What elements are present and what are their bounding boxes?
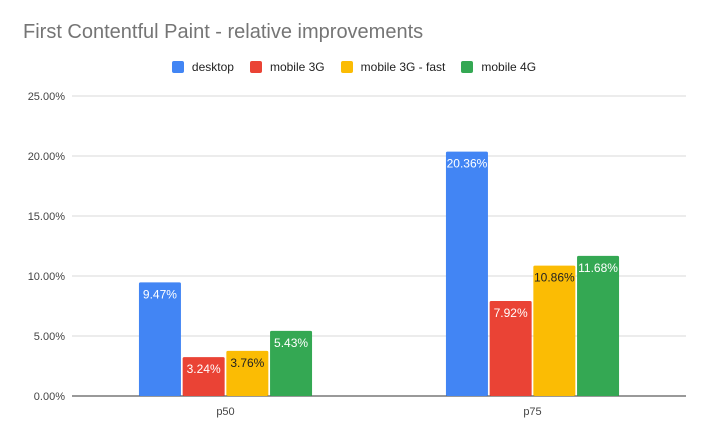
x-tick-label: p50 [216, 406, 234, 418]
legend-swatch [249, 61, 262, 73]
y-tick-label: 0.00% [34, 391, 65, 403]
legend-swatch [461, 61, 474, 73]
bar [577, 255, 620, 396]
bar [138, 282, 181, 396]
data-label: 10.86% [534, 271, 575, 285]
y-tick-label: 10.00% [28, 271, 66, 283]
y-tick-label: 25.00% [28, 91, 66, 103]
y-tick-label: 5.00% [34, 331, 65, 343]
bar [182, 357, 225, 396]
data-label: 3.76% [230, 356, 264, 370]
bar [270, 330, 313, 396]
legend-item-mobile-4g[interactable]: mobile 4G [461, 60, 536, 74]
data-label: 5.43% [274, 336, 308, 350]
data-label: 9.47% [143, 287, 177, 301]
legend-item-desktop[interactable]: desktop [171, 60, 234, 74]
y-tick-label: 20.00% [28, 151, 66, 163]
legend-item-mobile-3g-fast[interactable]: mobile 3G - fast [340, 60, 446, 74]
legend-label: mobile 4G [481, 60, 537, 74]
legend-label: mobile 3G - fast [360, 60, 446, 74]
legend-swatch [171, 61, 184, 73]
data-label: 3.24% [187, 362, 221, 376]
data-label: 7.92% [494, 306, 528, 320]
legend-item-mobile-3g[interactable]: mobile 3G [249, 60, 325, 74]
data-label: 11.68% [578, 261, 618, 275]
legend-label: mobile 3G [269, 60, 325, 74]
legend-label: desktop [191, 60, 234, 74]
data-label: 20.36% [447, 157, 488, 171]
y-tick-label: 15.00% [28, 211, 66, 223]
bar [489, 300, 532, 396]
bar [533, 265, 576, 396]
x-tick-label: p75 [523, 406, 541, 418]
legend: desktop mobile 3G mobile 3G - fast mobil… [0, 60, 708, 74]
bar [445, 151, 488, 396]
bar [226, 350, 269, 396]
chart-title: First Contentful Paint - relative improv… [23, 21, 424, 43]
legend-swatch [340, 61, 353, 73]
